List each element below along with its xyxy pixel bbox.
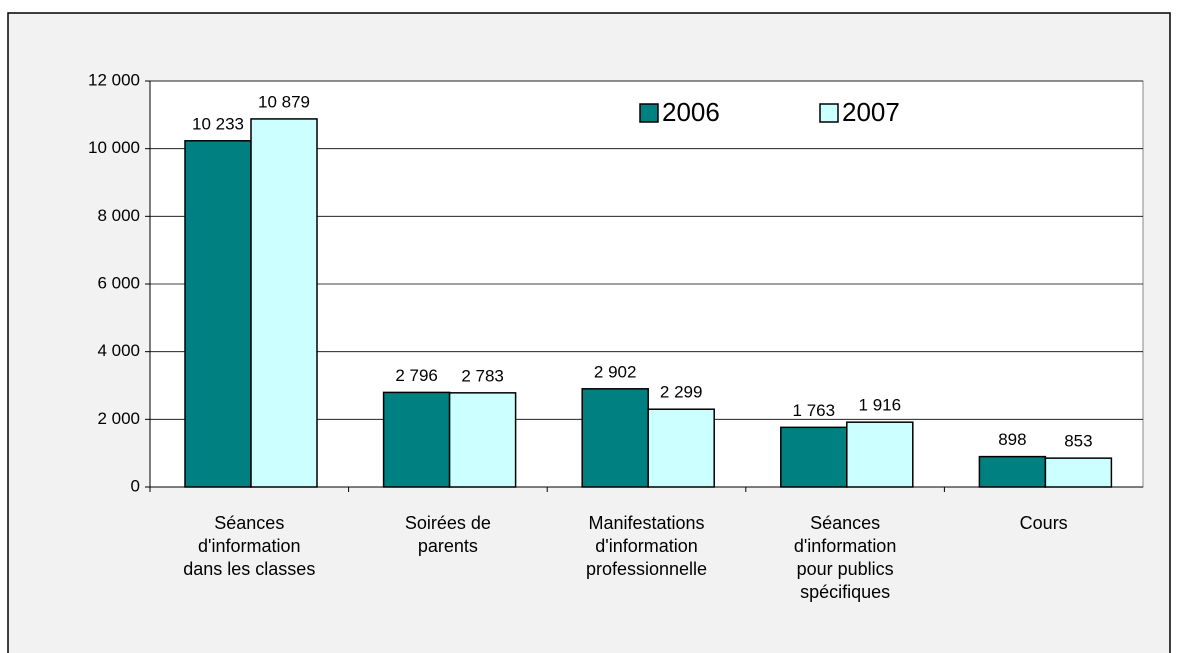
data-label: 1 916: [859, 396, 902, 415]
data-label: 1 763: [793, 401, 836, 420]
data-label: 898: [998, 430, 1026, 449]
legend-label: 2006: [662, 97, 720, 127]
data-label: 2 299: [660, 383, 703, 402]
x-tick-label: Soirées de parents: [404, 513, 491, 556]
bar: [184, 140, 252, 488]
x-tick-label: Manifestations d'information professionn…: [585, 513, 708, 579]
data-label: 2 902: [594, 362, 637, 381]
bar: [978, 455, 1047, 488]
legend-label: 2007: [842, 97, 900, 127]
bar: [1044, 457, 1113, 488]
legend-swatch: [639, 103, 659, 123]
data-label: 10 233: [192, 114, 244, 133]
bar: [780, 426, 848, 488]
bar: [250, 118, 318, 488]
data-label: 10 879: [258, 92, 310, 111]
y-tick-label: 10 000: [88, 138, 140, 157]
y-tick-label: 0: [131, 476, 140, 495]
y-tick-label: 8 000: [97, 206, 140, 225]
bar: [846, 421, 914, 488]
x-tick-label: Séances d'information pour publics spéci…: [793, 513, 897, 602]
data-label: 2 783: [461, 366, 504, 385]
bar: [382, 391, 451, 488]
y-tick-label: 12 000: [88, 70, 140, 89]
bar: [581, 388, 649, 488]
y-tick-label: 4 000: [97, 341, 140, 360]
data-label: 2 796: [395, 366, 438, 385]
data-label: 853: [1064, 432, 1092, 451]
legend-swatch: [819, 103, 839, 123]
bar: [448, 392, 517, 488]
x-tick-label: Séances d'information dans les classes: [183, 513, 316, 579]
y-tick-label: 6 000: [97, 273, 140, 292]
x-tick-label: Cours: [1019, 513, 1068, 533]
bar: [647, 408, 715, 488]
y-tick-label: 2 000: [97, 409, 140, 428]
